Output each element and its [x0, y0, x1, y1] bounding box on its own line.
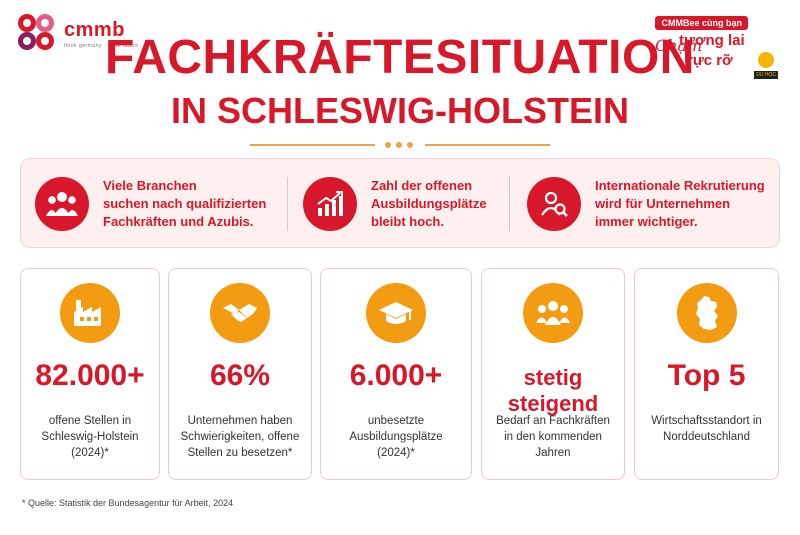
- stat-description: (2024)*: [71, 447, 109, 459]
- bee-mascot-icon: [758, 52, 774, 68]
- stat-description: Schleswig-Holstein: [41, 431, 139, 443]
- badge-small-label: DU HỌC: [754, 71, 778, 79]
- logo-name: cmmb: [64, 18, 125, 41]
- stat-card-location: Top 5 Wirtschaftsstandort in Norddeutsch…: [634, 268, 779, 480]
- growth-chart-icon: [303, 177, 357, 231]
- germany-map-icon: [676, 283, 737, 343]
- source-footnote: * Quelle: Statistik der Bundesagentur fü…: [22, 498, 234, 508]
- recruiter-search-icon: [527, 177, 581, 231]
- badge-line1: tương lai: [679, 32, 745, 49]
- stat-card-hiring-difficulty: 66% Unternehmen haben Schwierigkeiten, o…: [168, 268, 312, 480]
- promo-badge: CMMBee cùng bạn Chạm tương lai rực rỡ DU…: [655, 14, 780, 84]
- highlight-text: Internationale Rekrutierung: [595, 178, 765, 193]
- badge-script: Chạm: [655, 36, 703, 55]
- highlight-text: bleibt hoch.: [371, 214, 444, 229]
- handshake-icon: [210, 283, 270, 343]
- page-title-line2: IN SCHLESWIG-HOLSTEIN: [171, 90, 629, 131]
- title-divider: [250, 142, 550, 148]
- badge-line2: rực rỡ: [687, 52, 733, 69]
- divider: [509, 177, 510, 231]
- cmmb-logo: cmmb think germany · think future: [18, 14, 139, 54]
- highlight-item: Internationale Rekrutierung wird für Unt…: [527, 159, 765, 249]
- stat-description: Jahren: [535, 447, 571, 459]
- highlight-item: Viele Branchen suchen nach qualifizierte…: [35, 159, 266, 249]
- highlight-text: immer wichtiger.: [595, 214, 698, 229]
- stat-description: (2024)*: [377, 447, 415, 459]
- stat-value: Top 5: [667, 359, 746, 392]
- stat-value: 82.000+: [35, 359, 145, 392]
- highlight-text: Zahl der offenen: [371, 178, 473, 193]
- stat-card-training-places: 6.000+ unbesetzte Ausbildungsplätze (202…: [320, 268, 472, 480]
- stat-value: 66%: [209, 359, 271, 392]
- highlight-text: wird für Unternehmen: [595, 196, 731, 211]
- stat-description: offene Stellen in: [48, 415, 132, 427]
- highlight-text: Ausbildungsplätze: [371, 196, 487, 211]
- stat-description: Unternehmen haben: [187, 415, 293, 427]
- stat-description: Wirtschaftsstandort in: [651, 415, 762, 427]
- people-group-icon: [35, 177, 89, 231]
- stat-card-open-positions: 82.000+ offene Stellen in Schleswig-Hols…: [20, 268, 160, 480]
- stat-value: 6.000+: [349, 359, 443, 392]
- stat-value: stetig steigend: [507, 365, 599, 416]
- highlight-text: Fachkräften und Azubis.: [103, 214, 254, 229]
- stat-card-demand: stetig steigend Bedarf an Fachkräften in…: [481, 268, 625, 480]
- factory-icon: [60, 283, 120, 343]
- graduation-cap-icon: [366, 283, 426, 343]
- badge-top-label: CMMBee cùng bạn: [655, 16, 748, 30]
- stat-description: Schwierigkeiten, offene: [180, 431, 300, 443]
- highlight-text: Viele Branchen: [103, 178, 197, 193]
- highlights-panel: Viele Branchen suchen nach qualifizierte…: [20, 158, 780, 248]
- highlight-item: Zahl der offenen Ausbildungsplätze bleib…: [303, 159, 487, 249]
- stat-description: Stellen zu besetzen*: [187, 447, 293, 459]
- stat-description: Bedarf an Fachkräften: [496, 415, 610, 427]
- stat-description: in den kommenden: [504, 431, 602, 443]
- logo-mark-icon: [18, 14, 58, 54]
- highlight-text: suchen nach qualifizierten: [103, 196, 267, 211]
- stat-description: Norddeutschland: [663, 431, 750, 443]
- divider: [287, 177, 288, 231]
- stat-description: unbesetzte: [367, 415, 425, 427]
- logo-tagline: think germany · think future: [64, 42, 139, 49]
- page-title-line1: FACHKRÄFTESITUATION: [105, 31, 695, 84]
- team-icon: [523, 283, 583, 343]
- stat-description: Ausbildungsplätze: [349, 431, 443, 443]
